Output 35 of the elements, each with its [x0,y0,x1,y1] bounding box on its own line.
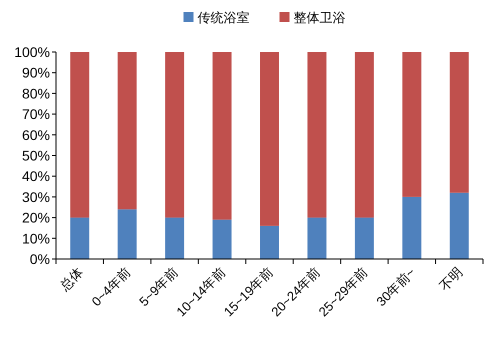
y-tick-label: 50% [22,148,50,164]
bar [260,52,279,226]
bar [260,226,279,259]
y-tick-label: 90% [22,64,50,81]
x-tick-label: 不明 [436,264,466,294]
bar [402,52,422,197]
y-tick-label: 0% [30,251,50,267]
bar [307,52,326,218]
bar [118,209,137,259]
legend-label: 整体卫浴 [294,10,346,25]
y-tick-label: 40% [22,168,50,184]
bar [212,52,232,220]
y-tick-label: 20% [22,210,50,226]
x-tick-label: 0~4年前 [88,264,134,310]
y-tick-label: 10% [22,230,50,246]
y-tick-label: 100% [14,44,50,60]
bar [165,218,184,259]
bar [165,52,184,218]
bar [450,52,469,193]
y-tick-label: 30% [22,188,50,205]
bar [307,218,326,259]
y-tick-label: 80% [22,85,50,102]
bar [354,218,374,259]
y-tick-label: 70% [22,106,50,122]
y-tick-label: 60% [22,126,50,143]
bar [402,196,422,259]
x-tick-label: 30年前~ [373,264,418,310]
legend-label: 传统浴室 [198,10,250,25]
bar [354,52,374,218]
bar [450,192,469,259]
bar [70,218,90,259]
x-tick-label: 总体 [56,264,86,294]
bar [70,52,90,218]
bar [212,220,232,259]
bar [118,52,137,210]
